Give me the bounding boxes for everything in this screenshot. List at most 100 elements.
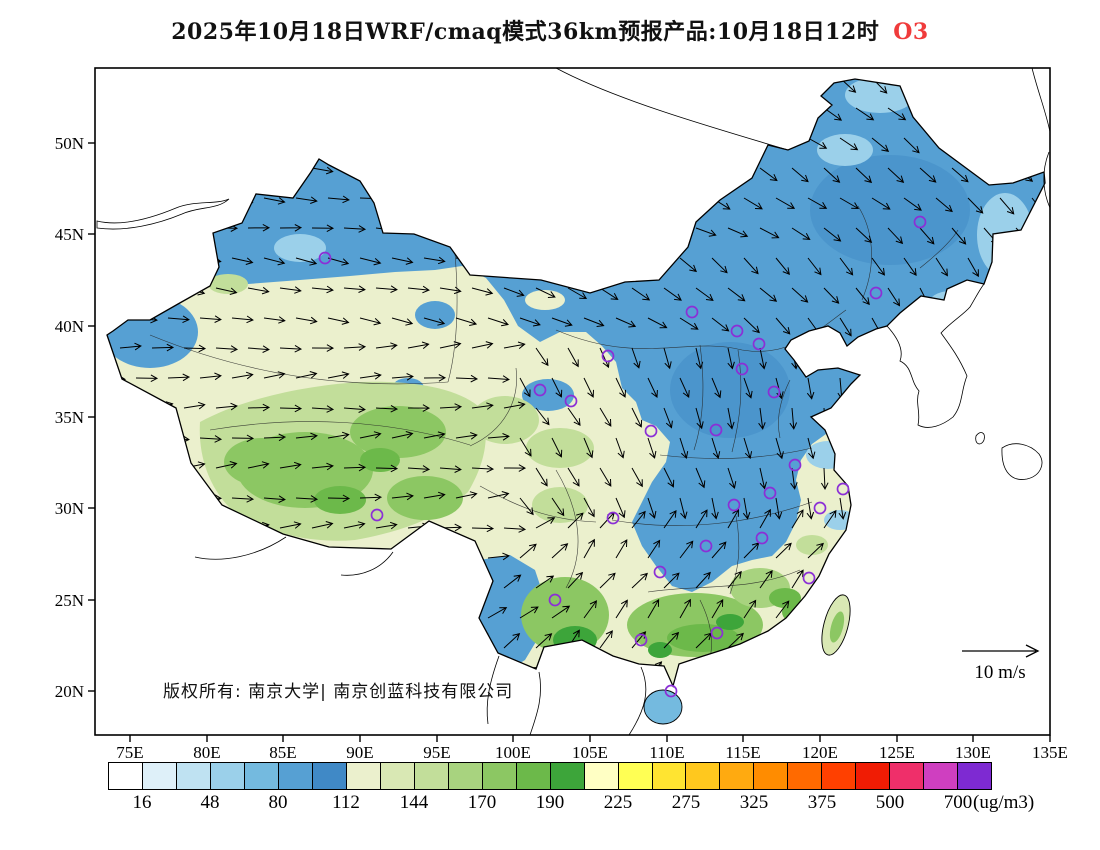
lon-tick-label: 85E	[269, 743, 296, 758]
colorbar-cell	[754, 763, 789, 789]
lat-tick-label: 30N	[55, 499, 84, 518]
colorbar-cell	[346, 763, 381, 789]
colorbar-tick-label: 170	[467, 792, 497, 813]
colorbar-cell	[584, 763, 619, 789]
colorbar-tick-label: 375	[807, 792, 837, 813]
axes: 75E 80E 85E 90E 95E 100E 105E 110E 115E 120E 125E 1…	[55, 134, 1068, 758]
colorbar-cell	[278, 763, 313, 789]
fill-green-blob	[471, 396, 539, 444]
colorbar-cell	[652, 763, 687, 789]
station-marker	[763, 486, 777, 500]
station-marker	[548, 593, 562, 607]
lon-tick-label: 100E	[495, 743, 531, 758]
fill-green-blob	[796, 535, 828, 555]
station-marker	[644, 424, 658, 438]
station-marker	[869, 286, 883, 300]
station-marker	[564, 394, 578, 408]
station-marker	[755, 531, 769, 545]
station-marker	[709, 423, 723, 437]
china-outline	[106, 78, 1046, 688]
colorbar-tick-label: 500	[875, 792, 905, 813]
colorbar	[108, 762, 992, 790]
colorbar-cell	[312, 763, 347, 789]
fill-green-blob	[208, 274, 248, 294]
lat-tick-label: 25N	[55, 591, 84, 610]
colorbar-tick-label: 48	[200, 792, 220, 813]
fill-pale-carve	[471, 242, 519, 270]
station-marker	[685, 305, 699, 319]
colorbar-cell	[109, 763, 143, 789]
forecast-map-plot: 75E 80E 85E 90E 95E 100E 105E 110E 115E 120E 125E 1…	[55, 67, 1068, 758]
station-marker	[788, 458, 802, 472]
colorbar-cell	[856, 763, 891, 789]
lon-tick-label: 80E	[193, 743, 220, 758]
wind-scale-arrow-icon	[962, 644, 1040, 658]
fill-lightblue-blob	[274, 234, 326, 262]
colorbar-cell	[176, 763, 211, 789]
wind-scale-label: 10 m/s	[974, 662, 1025, 683]
fill-lightblue-blob	[930, 87, 1040, 163]
colorbar-cell	[550, 763, 585, 789]
lon-tick-label: 125E	[879, 743, 915, 758]
title-text: 2025年10月18日WRF/cmaq模式36km预报产品:10月18日12时	[171, 19, 880, 45]
station-marker	[370, 508, 384, 522]
lon-tick-label: 120E	[802, 743, 838, 758]
colorbar-cell	[142, 763, 177, 789]
choropleth-fills	[107, 79, 1045, 686]
colorbar-tick-label: 275	[671, 792, 701, 813]
colorbar-cell	[448, 763, 483, 789]
colorbar-cell	[380, 763, 415, 789]
station-marker	[767, 385, 781, 399]
colorbar-tick-label: 325	[739, 792, 769, 813]
fill-blue-blob	[415, 301, 455, 329]
station-marker	[664, 684, 678, 698]
fill-lightblue-blob	[824, 510, 856, 530]
page-title: 2025年10月18日WRF/cmaq模式36km预报产品:10月18日12时 O…	[0, 14, 1100, 46]
colorbar-tick-label: 225	[603, 792, 633, 813]
colorbar-tick-label: 16	[132, 792, 152, 813]
fill-green-mid-blob	[350, 406, 446, 458]
station-marker	[802, 571, 816, 585]
title-pollutant: O3	[893, 19, 929, 45]
lon-tick-label: 130E	[955, 743, 991, 758]
station-marker	[533, 383, 547, 397]
taiwan-green-fill	[829, 611, 845, 643]
copyright-text: 版权所有: 南京大学| 南京创蓝科技有限公司	[163, 682, 513, 702]
fill-green-dark-blob	[360, 448, 400, 472]
station-marker	[836, 482, 850, 496]
colorbar-cell	[958, 763, 992, 789]
fill-lightblue-blob	[977, 193, 1033, 277]
neighbor-coastlines	[96, 67, 1051, 736]
station-marker	[735, 362, 749, 376]
station-marker	[913, 215, 927, 229]
colorbar-tick-labels: 16 48 80 112 144 170 190 225 275 325 375 500 700	[108, 792, 992, 816]
colorbar-cell	[414, 763, 449, 789]
wind-scale-legend: 10 m/s	[962, 644, 1040, 683]
colorbar-cell	[482, 763, 517, 789]
colorbar-tick-label: 144	[399, 792, 429, 813]
fill-green-darkest-blob	[553, 626, 597, 654]
colorbar-tick-label: 700	[943, 792, 973, 813]
lat-tick-label: 40N	[55, 317, 84, 336]
station-marker	[601, 349, 615, 363]
lon-tick-label: 90E	[346, 743, 373, 758]
colorbar-cell	[822, 763, 857, 789]
lon-tick-label: 95E	[423, 743, 450, 758]
province-boundaries	[149, 195, 959, 659]
fill-green-blob	[526, 428, 594, 468]
colorbar-tick-label: 190	[535, 792, 565, 813]
station-marker	[653, 565, 667, 579]
station-marker	[752, 337, 766, 351]
station-marker	[710, 626, 724, 640]
lat-tick-label: 20N	[55, 682, 84, 701]
lon-tick-label: 105E	[572, 743, 608, 758]
colorbar-cell	[890, 763, 925, 789]
lon-tick-label: 115E	[725, 743, 760, 758]
fill-green-darkest-blob	[716, 614, 744, 630]
colorbar-cell	[210, 763, 245, 789]
colorbar-cell	[618, 763, 653, 789]
lat-tick-label: 35N	[55, 408, 84, 427]
station-marker	[699, 539, 713, 553]
fill-green-dark-blob	[667, 624, 739, 652]
